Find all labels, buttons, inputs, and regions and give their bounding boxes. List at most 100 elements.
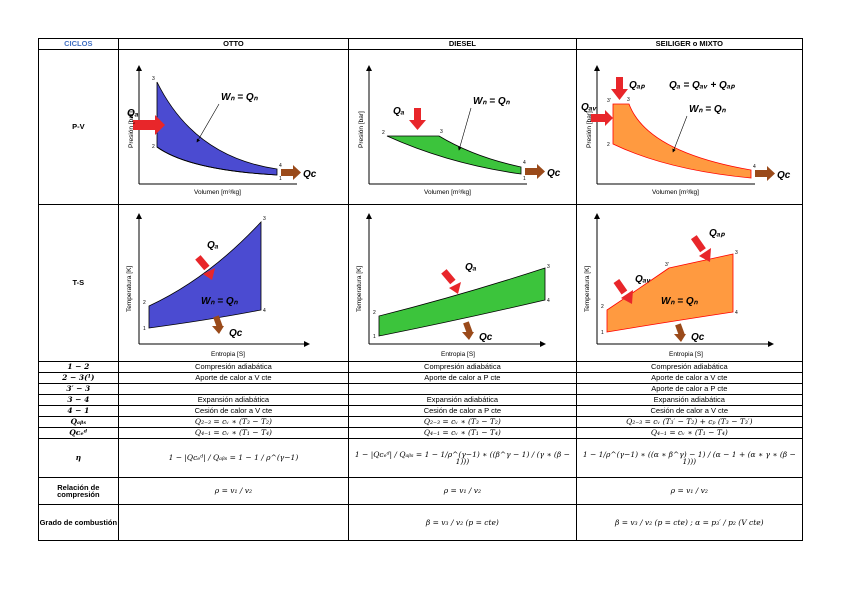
point-2: 2	[607, 142, 610, 148]
qa-label: Qₐ	[207, 240, 219, 251]
y-axis-label: Temperatura [K]	[584, 266, 591, 312]
diesel-value: 1 − |Qᴄₑᵈ| / Qₐᵦₛ = 1 − 1/ρ^(γ−1) ∗ ((β^…	[348, 438, 577, 478]
qa-arrow-icon	[414, 108, 422, 122]
process-row: 2 − 3(¹) Aporte de calor a V cte Aporte …	[38, 372, 804, 384]
qc-arrow-icon	[525, 168, 538, 175]
mixto-value: Expansión adiabática	[575, 394, 804, 406]
pv-mixto-diagram: Qₐₚ Qₐᵥ Qₐ = Qₐᵥ + Qₐₚ Wₙ = Qₙ Qᴄ 3' 3 2…	[581, 65, 791, 196]
point-1: 1	[143, 326, 146, 332]
point-4: 4	[279, 163, 282, 169]
cycles-table: CICLOS OTTO DIESEL SEILIGER o MIXTO P-V …	[38, 38, 804, 541]
process-row: 1 − 2 Compresión adiabática Compresión a…	[38, 361, 804, 373]
wn-label: Wₙ = Qₙ	[689, 104, 727, 115]
point-2: 2	[143, 300, 146, 306]
x-axis-label: Volumen [m³/kg]	[424, 189, 471, 196]
mixto-cycle-area	[612, 103, 751, 179]
qc-arrow-icon	[212, 315, 223, 329]
mixto-value: Cesión de calor a V cte	[575, 405, 804, 417]
qc-label: Qᴄ	[777, 170, 791, 181]
point-3: 3	[735, 250, 738, 256]
x-axis-label: Volumen [m³/kg]	[652, 189, 699, 196]
header-row: CICLOS OTTO DIESEL SEILIGER o MIXTO	[38, 38, 804, 50]
qav-arrow-icon	[590, 114, 605, 122]
row-symbol: η	[38, 438, 119, 478]
pv-row: P-V Qₐ Qᴄ Wₙ = Qₙ 3 2 4 1 Presión	[38, 49, 804, 205]
y-axis-label: Temperatura [K]	[126, 266, 133, 312]
qav-arrow-icon	[613, 278, 627, 295]
diesel-value	[348, 383, 577, 395]
qc-label: Qᴄ	[547, 168, 561, 179]
y-axis-label: Presión [bar]	[358, 111, 365, 148]
row-label: Relación de compresión	[38, 477, 119, 505]
point-1: 1	[523, 176, 526, 182]
ts-diesel-diagram: Qₐ Qᴄ 2 1 3 4 Temperatura [K] Entropia […	[356, 213, 550, 358]
mixto-cycle-area	[606, 253, 733, 333]
qap-label: Qₐₚ	[629, 80, 646, 91]
point-4: 4	[735, 310, 738, 316]
row-symbol: 4 − 1	[38, 405, 119, 417]
point-3: 3	[263, 216, 266, 222]
y-axis-label: Presión [bar]	[586, 111, 593, 148]
row-symbol: 3′ − 3	[38, 383, 119, 395]
process-row: 3 − 4 Expansión adiabática Expansión adi…	[38, 394, 804, 406]
diesel-value: ρ = v₁ / v₂	[348, 477, 577, 505]
ts-mixto-diagram: Qₐₚ Qₐᵥ Wₙ = Qₙ Qᴄ 2 1 3' 3 4 Temperatur…	[584, 213, 774, 358]
point-4: 4	[263, 308, 266, 314]
qc-arrow-icon	[674, 323, 685, 337]
pv-diesel-cell: Qₐ Qᴄ Wₙ = Qₙ 2 3 4 1 Presión [bar] Volu…	[348, 49, 577, 205]
row-label-pv: P-V	[38, 49, 119, 205]
point-4: 4	[753, 164, 756, 170]
point-2: 2	[382, 130, 385, 136]
otto-value: Cesión de calor a V cte	[117, 405, 350, 417]
header-mixto: SEILIGER o MIXTO	[575, 38, 804, 50]
x-axis-label: Entropia [S]	[669, 351, 703, 358]
otto-value: Expansión adiabática	[117, 394, 350, 406]
qa-arrow-icon	[194, 255, 210, 271]
ts-otto-cell: Qₐ Qᴄ Wₙ = Qₙ 2 1 3 4 Temperatura [K] En…	[117, 204, 350, 362]
point-1: 1	[373, 334, 376, 340]
otto-value: Compresión adiabática	[117, 361, 350, 373]
efficiency-row: η 1 − |Qᴄₑᵈ| / Qₐᵦₛ = 1 − 1 / ρ^(γ−1) 1 …	[38, 438, 804, 478]
ts-mixto-cell: Qₐₚ Qₐᵥ Wₙ = Qₙ Qᴄ 2 1 3' 3 4 Temperatur…	[575, 204, 804, 362]
qap-arrow-icon	[690, 235, 706, 253]
pv-otto-cell: Qₐ Qᴄ Wₙ = Qₙ 3 2 4 1 Presión [bar] Volu…	[117, 49, 350, 205]
point-2: 2	[373, 310, 376, 316]
process-row: Qₐᵦₛ Q₂₋₃ = cᵥ ∗ (T₃ − T₂) Q₂₋₃ = cᵥ ∗ (…	[38, 416, 804, 428]
x-axis-label: Volumen [m³/kg]	[194, 189, 241, 196]
wn-label: Wₙ = Qₙ	[221, 92, 259, 103]
ts-diesel-cell: Qₐ Qᴄ 2 1 3 4 Temperatura [K] Entropia […	[348, 204, 577, 362]
qc-label: Qᴄ	[691, 332, 705, 343]
diesel-value: β = v₃ / v₂ (p = cte)	[348, 504, 577, 541]
row-label-ts: T-S	[38, 204, 119, 362]
qa-arrow-icon	[441, 269, 456, 285]
mixto-value: ρ = v₁ / v₂	[575, 477, 804, 505]
qc-label: Qᴄ	[303, 169, 317, 180]
point-3p: 3'	[607, 98, 611, 104]
diesel-value: Expansión adiabática	[348, 394, 577, 406]
diesel-cycle-area	[387, 135, 522, 175]
otto-value: Aporte de calor a V cte	[117, 372, 350, 384]
compression-row: Relación de compresión ρ = v₁ / v₂ ρ = v…	[38, 477, 804, 505]
x-axis-label: Entropia [S]	[441, 351, 475, 358]
otto-cycle-area	[156, 81, 278, 176]
y-axis-label: Presión [bar]	[128, 111, 135, 148]
diesel-cycle-area	[378, 267, 546, 337]
point-4: 4	[547, 298, 550, 304]
point-2: 2	[152, 144, 155, 150]
qc-arrow-icon	[463, 321, 474, 335]
pv-otto-diagram: Qₐ Qᴄ Wₙ = Qₙ 3 2 4 1 Presión [bar] Volu…	[127, 65, 317, 196]
process-row: 3′ − 3 Aporte de calor a P cte	[38, 383, 804, 395]
qc-arrow-icon	[280, 169, 293, 176]
point-3: 3	[152, 76, 155, 82]
x-axis-label: Entropia [S]	[211, 351, 245, 358]
qap-arrow-icon	[615, 77, 623, 91]
point-3: 3	[440, 129, 443, 135]
process-row: Qᴄₑᵈ Q₄₋₁ = cᵥ ∗ (T₁ − T₄) Q₄₋₁ = cᵥ ∗ (…	[38, 427, 804, 439]
otto-value: Q₂₋₃ = cᵥ ∗ (T₃ − T₂)	[117, 416, 350, 428]
row-symbol: 3 − 4	[38, 394, 119, 406]
diesel-value: Aporte de calor a P cte	[348, 372, 577, 384]
combustion-row: Grado de combustión β = v₃ / v₂ (p = cte…	[38, 504, 804, 541]
wn-label: Wₙ = Qₙ	[201, 296, 239, 307]
mixto-value: Q₄₋₁ = cᵥ ∗ (T₁ − T₄)	[575, 427, 804, 439]
qc-label: Qᴄ	[229, 328, 243, 339]
